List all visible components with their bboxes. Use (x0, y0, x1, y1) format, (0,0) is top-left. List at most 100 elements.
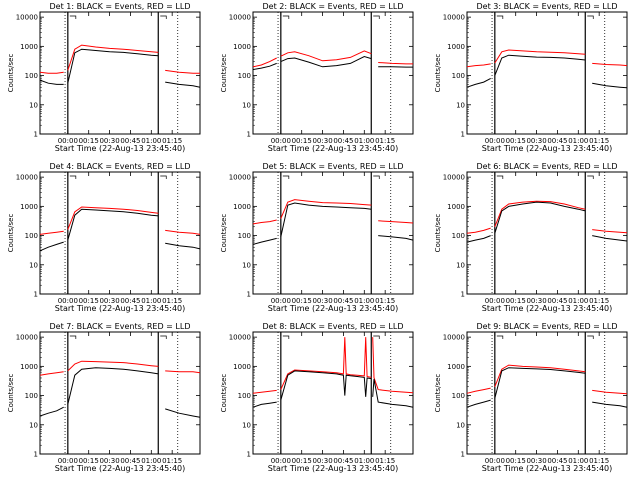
interval-bracket (282, 15, 290, 19)
x-tick-label: 00:00 (485, 137, 505, 145)
panel-det-5: Det 5: BLACK = Events, RED = LLD 1 10 100 10… (220, 162, 414, 313)
x-tick-label: 00:00 (271, 297, 291, 305)
plot-frame (39, 171, 201, 295)
plot-frame (39, 11, 201, 135)
y-tick-label: 1 (34, 131, 38, 139)
x-tick-label: 01:00 (141, 297, 161, 305)
y-axis-label: Counts/sec (7, 214, 15, 253)
x-axis-label: Start Time (22-Aug-13 23:45:40) (55, 304, 186, 313)
y-tick-label: 10000 (229, 334, 251, 342)
y-tick-label: 1 (461, 131, 465, 139)
x-axis-label: Start Time (22-Aug-13 23:45:40) (55, 464, 186, 473)
y-tick-label: 1000 (20, 363, 38, 371)
y-axis-label: Counts/sec (434, 214, 442, 253)
y-tick-label: 100 (238, 232, 251, 240)
plot-frame (466, 11, 628, 135)
x-tick-label: 00:30 (99, 297, 119, 305)
x-tick-label: 00:15 (506, 457, 526, 465)
x-tick-label: 00:30 (99, 457, 119, 465)
panel-det-2: Det 2: BLACK = Events, RED = LLD 1 10 100 10… (220, 2, 414, 153)
y-tick-label: 1 (247, 291, 251, 299)
y-tick-label: 1000 (233, 203, 251, 211)
y-tick-label: 10 (242, 101, 251, 109)
lld-series-line (39, 206, 201, 235)
x-tick-label: 00:15 (79, 457, 99, 465)
panel-title: Det 4: BLACK = Events, RED = LLD (50, 162, 191, 171)
x-tick-label: 00:45 (120, 457, 140, 465)
interval-bracket (587, 175, 594, 179)
events-series-line (39, 208, 201, 252)
interval-bracket (373, 335, 380, 339)
x-axis-label: Start Time (22-Aug-13 23:45:40) (482, 144, 613, 153)
x-tick-label: 01:00 (141, 137, 161, 145)
x-tick-label: 00:15 (292, 457, 312, 465)
y-tick-label: 1000 (20, 43, 38, 51)
y-tick-label: 10 (456, 261, 465, 269)
y-tick-label: 100 (452, 392, 465, 400)
interval-bracket (496, 335, 504, 339)
x-tick-label: 00:45 (333, 297, 353, 305)
x-tick-label: 00:15 (506, 297, 526, 305)
x-tick-label: 01:15 (589, 137, 609, 145)
panel-title: Det 5: BLACK = Events, RED = LLD (263, 162, 404, 171)
x-tick-label: 00:15 (79, 137, 99, 145)
y-axis-label: Counts/sec (220, 214, 228, 253)
x-tick-label: 01:15 (375, 137, 395, 145)
x-tick-label: 01:00 (354, 297, 374, 305)
x-axis-label: Start Time (22-Aug-13 23:45:40) (482, 464, 613, 473)
lld-series-line (39, 44, 200, 74)
x-tick-label: 01:00 (568, 457, 588, 465)
x-tick-label: 00:15 (292, 137, 312, 145)
x-axis-label: Start Time (22-Aug-13 23:45:40) (55, 144, 186, 153)
panel-title: Det 3: BLACK = Events, RED = LLD (477, 2, 618, 11)
x-tick-label: 00:15 (506, 137, 526, 145)
interval-bracket (160, 335, 167, 339)
y-axis-label: Counts/sec (7, 374, 15, 413)
x-tick-label: 00:15 (79, 297, 99, 305)
y-tick-label: 10000 (16, 334, 38, 342)
interval-bracket (282, 335, 290, 339)
y-tick-label: 1 (34, 451, 38, 459)
y-tick-label: 10000 (443, 334, 465, 342)
lld-series-line (252, 50, 413, 68)
x-tick-label: 00:45 (120, 137, 140, 145)
y-tick-label: 1 (461, 451, 465, 459)
y-tick-label: 10000 (16, 14, 38, 22)
y-tick-label: 1 (34, 291, 38, 299)
x-tick-label: 00:30 (312, 457, 332, 465)
x-tick-label: 01:15 (162, 457, 182, 465)
x-tick-label: 00:30 (99, 137, 119, 145)
y-tick-label: 1000 (447, 43, 465, 51)
panel-title: Det 6: BLACK = Events, RED = LLD (477, 162, 618, 171)
x-tick-label: 00:30 (312, 297, 332, 305)
x-axis-label: Start Time (22-Aug-13 23:45:40) (268, 144, 399, 153)
x-tick-label: 01:00 (568, 297, 588, 305)
interval-bracket (587, 335, 594, 339)
y-tick-label: 10000 (443, 174, 465, 182)
y-tick-label: 10000 (443, 14, 465, 22)
y-tick-label: 1000 (447, 203, 465, 211)
x-axis-label: Start Time (22-Aug-13 23:45:40) (268, 464, 399, 473)
y-tick-label: 100 (25, 72, 38, 80)
interval-bracket (587, 15, 594, 19)
x-tick-label: 01:15 (162, 137, 182, 145)
y-tick-label: 100 (25, 392, 38, 400)
panel-title: Det 1: BLACK = Events, RED = LLD (50, 2, 191, 11)
plot-frame (252, 171, 414, 295)
x-tick-label: 01:00 (354, 137, 374, 145)
x-axis-label: Start Time (22-Aug-13 23:45:40) (268, 304, 399, 313)
events-series-line (466, 201, 628, 243)
y-tick-label: 10 (242, 421, 251, 429)
interval-bracket (282, 175, 290, 179)
lld-series-line (252, 337, 414, 394)
y-tick-label: 10000 (16, 174, 38, 182)
y-tick-label: 1000 (447, 363, 465, 371)
events-series-line (252, 55, 413, 71)
x-tick-label: 01:00 (568, 137, 588, 145)
interval-bracket (496, 175, 504, 179)
x-tick-label: 00:45 (547, 297, 567, 305)
x-tick-label: 00:00 (58, 137, 78, 145)
x-tick-label: 00:00 (271, 457, 291, 465)
plot-frame (466, 331, 628, 455)
